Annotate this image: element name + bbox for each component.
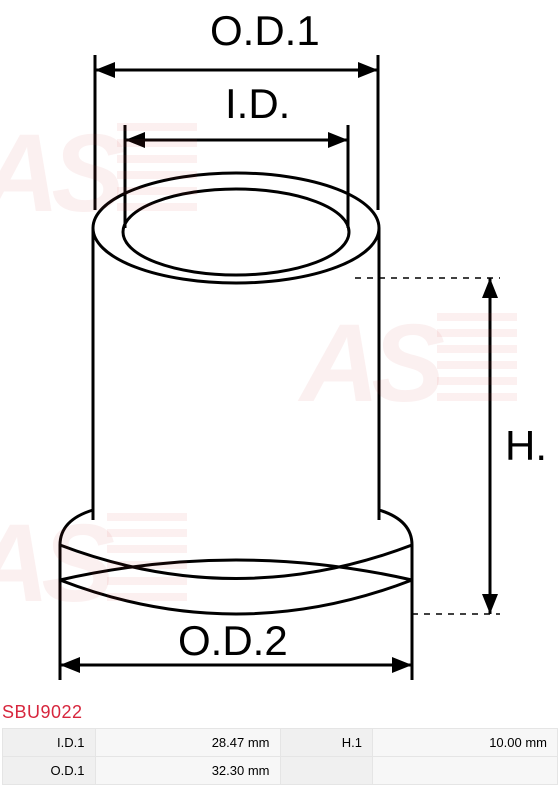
table-row: O.D.1 32.30 mm	[3, 757, 558, 785]
spec-key: H.1	[280, 729, 373, 757]
spec-value	[373, 757, 558, 785]
label-h: H.	[505, 422, 547, 469]
label-od2: O.D.2	[178, 617, 288, 664]
spec-key: O.D.1	[3, 757, 96, 785]
spec-value: 32.30 mm	[95, 757, 280, 785]
spec-key: I.D.1	[3, 729, 96, 757]
diagram-area: AS AS AS O.D.1 I.D.	[0, 0, 560, 700]
table-row: I.D.1 28.47 mm H.1 10.00 mm	[3, 729, 558, 757]
spec-value: 10.00 mm	[373, 729, 558, 757]
label-od1: O.D.1	[210, 7, 320, 54]
label-id: I.D.	[225, 80, 290, 127]
spec-table: I.D.1 28.47 mm H.1 10.00 mm O.D.1 32.30 …	[2, 728, 558, 785]
bushing-drawing: O.D.1 I.D.	[0, 0, 560, 700]
spec-value: 28.47 mm	[95, 729, 280, 757]
part-number: SBU9022	[2, 702, 83, 723]
spec-key	[280, 757, 373, 785]
